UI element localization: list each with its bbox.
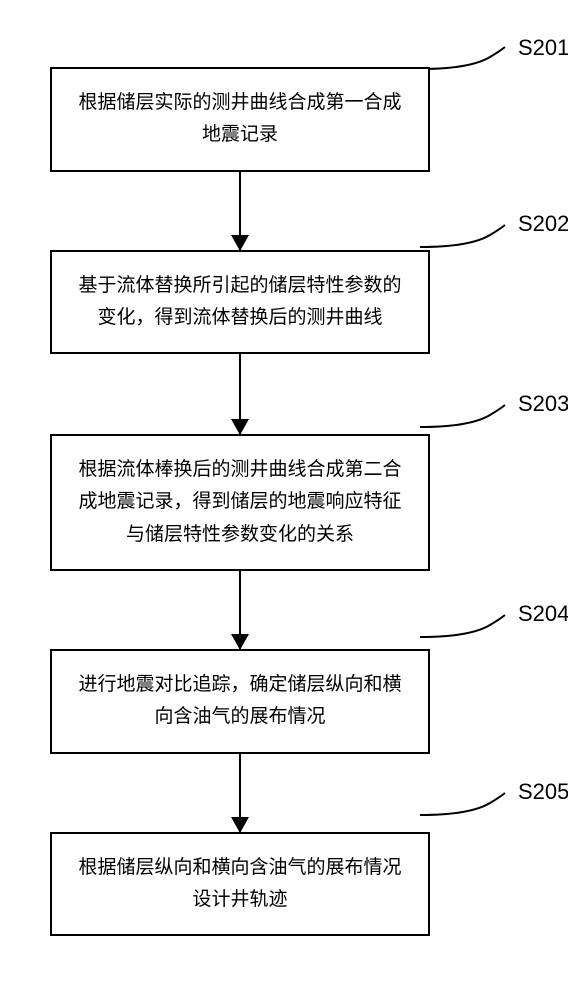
step-label-s202: S202 — [518, 211, 568, 237]
arrow-2-3 — [239, 354, 241, 434]
arrow-4-5 — [239, 754, 241, 832]
step-text-s201: 根据储层实际的测井曲线合成第一合成地震记录 — [78, 92, 401, 145]
step-box-s203: 根据流体棒换后的测井曲线合成第二合成地震记录，得到储层的地震响应特征与储层特性参… — [50, 434, 430, 571]
step-label-s201: S201 — [518, 35, 568, 61]
leader-line-s204 — [420, 603, 520, 643]
step-text-s205: 根据储层纵向和横向含油气的展布情况设计井轨迹 — [78, 857, 401, 910]
step-label-s203: S203 — [518, 391, 568, 417]
step-label-s204: S204 — [518, 601, 568, 627]
step-label-s205: S205 — [518, 779, 568, 805]
leader-line-s205 — [420, 781, 520, 821]
leader-line-s203 — [420, 393, 520, 433]
step-text-s203: 根据流体棒换后的测井曲线合成第二合成地震记录，得到储层的地震响应特征与储层特性参… — [78, 459, 401, 545]
step-box-s201: 根据储层实际的测井曲线合成第一合成地震记录 — [50, 67, 430, 172]
step-box-s204: 进行地震对比追踪，确定储层纵向和横向含油气的展布情况 — [50, 649, 430, 754]
step-text-s202: 基于流体替换所引起的储层特性参数的变化，得到流体替换后的测井曲线 — [78, 275, 401, 328]
arrow-3-4 — [239, 571, 241, 649]
arrow-1-2 — [239, 172, 241, 250]
step-text-s204: 进行地震对比追踪，确定储层纵向和横向含油气的展布情况 — [78, 674, 401, 727]
step-box-s202: 基于流体替换所引起的储层特性参数的变化，得到流体替换后的测井曲线 — [50, 250, 430, 355]
step-box-s205: 根据储层纵向和横向含油气的展布情况设计井轨迹 — [50, 832, 430, 937]
leader-line-s201 — [420, 35, 520, 75]
leader-line-s202 — [420, 213, 520, 253]
flowchart-container: S201 根据储层实际的测井曲线合成第一合成地震记录 S202 基于流体替换所引… — [50, 35, 518, 936]
